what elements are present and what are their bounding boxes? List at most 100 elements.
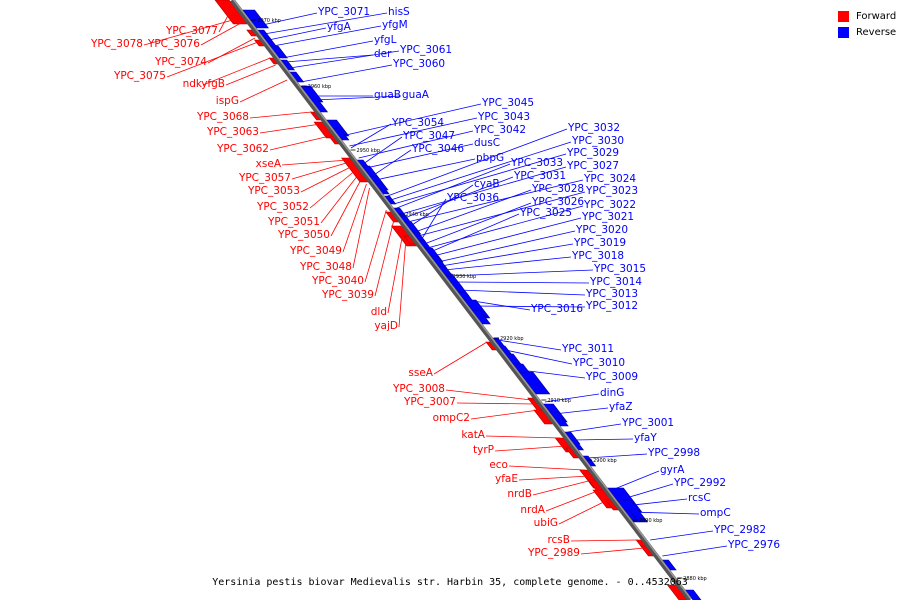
forward-leader-line xyxy=(207,37,256,64)
legend: Forward Reverse xyxy=(838,8,896,40)
reverse-gene-label: gyrA xyxy=(660,464,685,476)
tick-label: 2910 kbp xyxy=(547,398,571,404)
forward-gene-label: YPC_3048 xyxy=(299,261,352,273)
reverse-gene-label: yfgA xyxy=(327,21,352,33)
reverse-gene-label: dusC xyxy=(474,137,500,149)
forward-leader-line xyxy=(249,111,312,119)
forward-gene-label: xseA xyxy=(256,158,282,170)
reverse-leader-line xyxy=(587,453,648,459)
reverse-gene-label: YPC_3001 xyxy=(621,417,674,429)
reverse-leader-line xyxy=(372,149,412,177)
reverse-leader-line xyxy=(544,393,600,403)
forward-gene-label: nrdB xyxy=(507,488,532,500)
reverse-leader-line xyxy=(414,189,532,233)
reverse-leader-line xyxy=(341,103,482,137)
forward-leader-line xyxy=(508,465,585,471)
reverse-gene-label: YPC_3045 xyxy=(481,97,534,109)
forward-leader-line xyxy=(518,475,590,481)
forward-leader-line xyxy=(558,499,608,525)
reverse-gene-label: YPC_3023 xyxy=(585,185,638,197)
forward-gene-label: yajD xyxy=(374,320,398,332)
forward-gene-label: YPC_3053 xyxy=(247,185,300,197)
reverse-gene-label: cyaB xyxy=(474,178,500,190)
forward-gene-label: ubiG xyxy=(534,517,558,529)
reverse-gene-label: hisS xyxy=(388,6,410,18)
tick-label: 2950 kbp xyxy=(356,148,380,154)
reverse-gene-label: YPC_3009 xyxy=(585,371,638,383)
reverse-gene-label: YPC_3047 xyxy=(402,130,455,142)
reverse-leader-line xyxy=(619,483,674,501)
reverse-leader-line xyxy=(444,256,572,271)
tick-label: 2930 kbp xyxy=(453,274,477,280)
reverse-leader-line xyxy=(349,117,478,147)
reverse-gene-label: YPC_3033 xyxy=(510,157,563,169)
reverse-leader-line xyxy=(611,470,660,491)
reverse-leader-line xyxy=(263,12,388,35)
reverse-gene-block xyxy=(684,589,702,600)
reverse-leader-line xyxy=(350,123,392,149)
forward-leader-line xyxy=(218,7,233,33)
tick-label: 2960 kbp xyxy=(308,84,332,90)
reverse-leader-line xyxy=(300,64,393,83)
forward-leader-line xyxy=(485,435,561,439)
tick-label: 2890 kbp xyxy=(639,518,663,524)
legend-item-reverse: Reverse xyxy=(838,24,896,40)
forward-gene-label: YPC_3076 xyxy=(147,38,200,50)
forward-leader-line xyxy=(291,161,350,180)
reverse-gene-label: YPC_3032 xyxy=(567,122,620,134)
forward-leader-line xyxy=(143,17,240,46)
reverse-gene-label: YPC_3024 xyxy=(583,173,636,185)
reverse-gene-label: YPC_3026 xyxy=(531,196,584,208)
reverse-leader-line xyxy=(505,349,573,365)
forward-gene-label: YPC_3007 xyxy=(403,396,456,408)
reverse-gene-label: YPC_3025 xyxy=(519,207,572,219)
tick-label: 2970 kbp xyxy=(257,18,281,24)
reverse-leader-line xyxy=(387,128,568,197)
reverse-gene-label: ompC xyxy=(700,507,731,519)
reverse-leader-line xyxy=(567,423,622,433)
reverse-gene-label: rcsC xyxy=(688,492,711,504)
reverse-gene-label: YPC_3013 xyxy=(585,288,638,300)
forward-leader-line xyxy=(545,489,601,512)
forward-leader-line xyxy=(398,235,407,328)
forward-gene-label: ompC2 xyxy=(433,412,470,424)
reverse-gene-label: YPC_3061 xyxy=(399,44,452,56)
forward-gene-labels: YPC_3077 YPC_3078 YPC_3076 YPC_3074 YPC_3075… xyxy=(90,7,645,559)
forward-gene-label: YPC_3075 xyxy=(113,70,166,82)
forward-leader-line xyxy=(364,209,387,283)
reverse-leader-line xyxy=(573,438,634,441)
reverse-leader-line xyxy=(424,202,532,245)
reverse-leader-line xyxy=(453,281,590,284)
reverse-leader-line xyxy=(282,40,374,59)
forward-leader-line xyxy=(259,123,321,134)
forward-leader-line xyxy=(269,135,330,151)
forward-gene-label: YPC_3039 xyxy=(321,289,374,301)
axis-ticks: 2970 kbp 2960 kbp 2950 kbp 2940 kbp 2930 kbp… xyxy=(251,18,707,582)
forward-leader-line xyxy=(166,41,259,78)
reverse-gene-label: YPC_3046 xyxy=(411,143,464,155)
reverse-leader-line xyxy=(401,166,567,215)
forward-gene-label: yfgB xyxy=(201,78,225,90)
forward-leader-line xyxy=(570,539,639,542)
forward-leader-line xyxy=(470,409,540,420)
forward-gene-label: tyrP xyxy=(473,444,494,456)
tick-label: 2940 kbp xyxy=(405,212,429,218)
reverse-gene-label: YPC_3014 xyxy=(589,276,642,288)
reverse-leader-line xyxy=(440,243,574,267)
reverse-leader-line xyxy=(430,213,520,253)
forward-gene-label: YPC_3049 xyxy=(289,245,342,257)
reverse-leader-line xyxy=(650,530,714,541)
forward-leader-line xyxy=(445,389,532,401)
forward-gene-label: ndk xyxy=(183,78,203,90)
reverse-gene-label: YPC_3028 xyxy=(531,183,584,195)
genome-caption: Yersinia pestis biovar Medievalis str. H… xyxy=(212,577,688,588)
genome-axis-highlight xyxy=(232,0,692,600)
forward-leader-line xyxy=(239,79,288,103)
reverse-gene-label: YPC_3021 xyxy=(581,211,634,223)
forward-leader-line xyxy=(433,341,488,375)
reverse-leader-line xyxy=(662,545,728,557)
forward-leader-line xyxy=(300,165,353,193)
forward-gene-label: ispG xyxy=(216,95,239,107)
forward-leader-line xyxy=(532,479,593,496)
